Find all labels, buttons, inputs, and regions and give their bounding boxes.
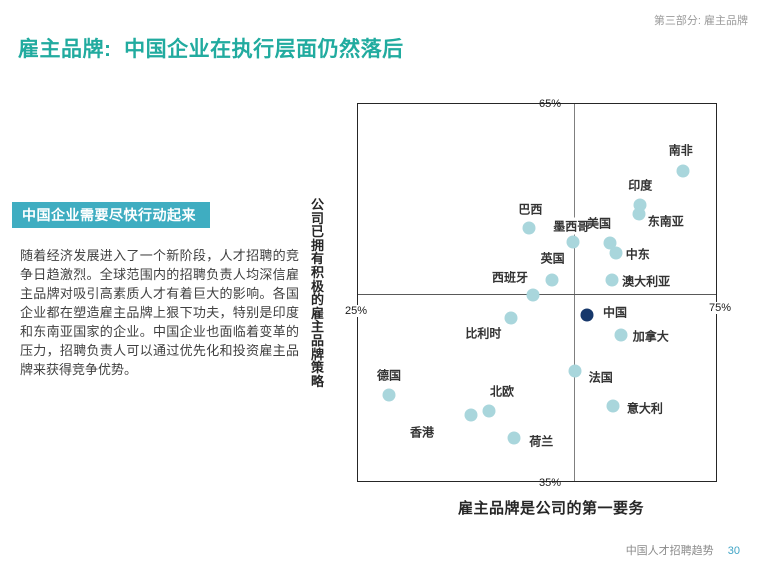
data-point (522, 221, 536, 235)
callout-banner: 中国企业需要尽快行动起来 (12, 202, 210, 228)
data-point (526, 288, 540, 302)
data-point (464, 408, 478, 422)
data-point (568, 364, 582, 378)
data-point (676, 164, 690, 178)
data-point-label: 中东 (625, 247, 650, 262)
data-point-label: 巴西 (518, 202, 543, 217)
data-point-label: 中国 (602, 305, 627, 320)
footer: 中国人才招聘趋势 30 (626, 542, 740, 558)
page-number: 30 (727, 545, 740, 557)
data-point-label: 加拿大 (632, 329, 669, 344)
data-point-label: 荷兰 (529, 434, 554, 449)
x-axis-max-tick: 75% (707, 302, 733, 314)
data-point (545, 273, 559, 287)
x-axis-title: 雇主品牌是公司的第一要务 (457, 500, 644, 517)
data-point (504, 311, 518, 324)
data-point-label: 比利时 (465, 326, 502, 340)
data-point (614, 328, 628, 342)
y-axis-title: 公司已拥有积极的雇主品牌策略 (310, 196, 324, 389)
plot-area: 65% 35% 25% 75% 南非印度东南亚 巴西 墨西哥 美国中东 英国澳大利亚 西班… (343, 98, 733, 489)
data-point-label: 墨西哥 (552, 217, 591, 235)
section-label: 第三部分: 雇主品牌 (653, 15, 748, 27)
data-point-label: 澳大利亚 (622, 274, 671, 289)
data-point (632, 207, 646, 221)
points-layer: 南非印度东南亚 巴西 墨西哥 美国中东 英国澳大利亚 西班牙中国比利时 加拿大法国 德国意大利… (358, 104, 716, 481)
y-axis-max-tick: 65% (538, 98, 562, 110)
data-point-label: 北欧 (490, 384, 515, 399)
data-point (605, 273, 619, 287)
data-point (482, 404, 496, 418)
data-point-label: 意大利 (626, 401, 663, 416)
data-point (603, 236, 617, 250)
data-point (580, 308, 594, 322)
data-point (566, 235, 580, 249)
data-point-label: 西班牙 (491, 270, 528, 285)
data-point-label: 法国 (588, 370, 613, 385)
data-point-label: 德国 (376, 368, 401, 383)
data-point-label: 英国 (540, 251, 565, 266)
page-title: 雇主品牌: 中国企业在执行层面仍然落后 (18, 38, 404, 61)
y-axis-min-tick: 35% (538, 477, 562, 489)
body-paragraph: 随着经济发展进入了一个新阶段，人才招聘的竞争日趋激烈。全球范围内的招聘负责人均深… (20, 248, 299, 377)
data-point-label: 美国 (586, 216, 612, 231)
x-axis-min-tick: 25% (343, 305, 369, 317)
data-point (606, 399, 620, 413)
data-point (507, 431, 521, 445)
data-point-label: 印度 (628, 178, 653, 193)
data-point-label: 东南亚 (647, 214, 684, 229)
data-point (382, 388, 396, 402)
footer-label: 中国人才招聘趋势 (625, 545, 714, 557)
data-point (609, 246, 623, 260)
vertical-divider-line (574, 104, 575, 481)
data-point-label: 南非 (668, 143, 693, 158)
data-point-label: 香港 (410, 425, 435, 440)
